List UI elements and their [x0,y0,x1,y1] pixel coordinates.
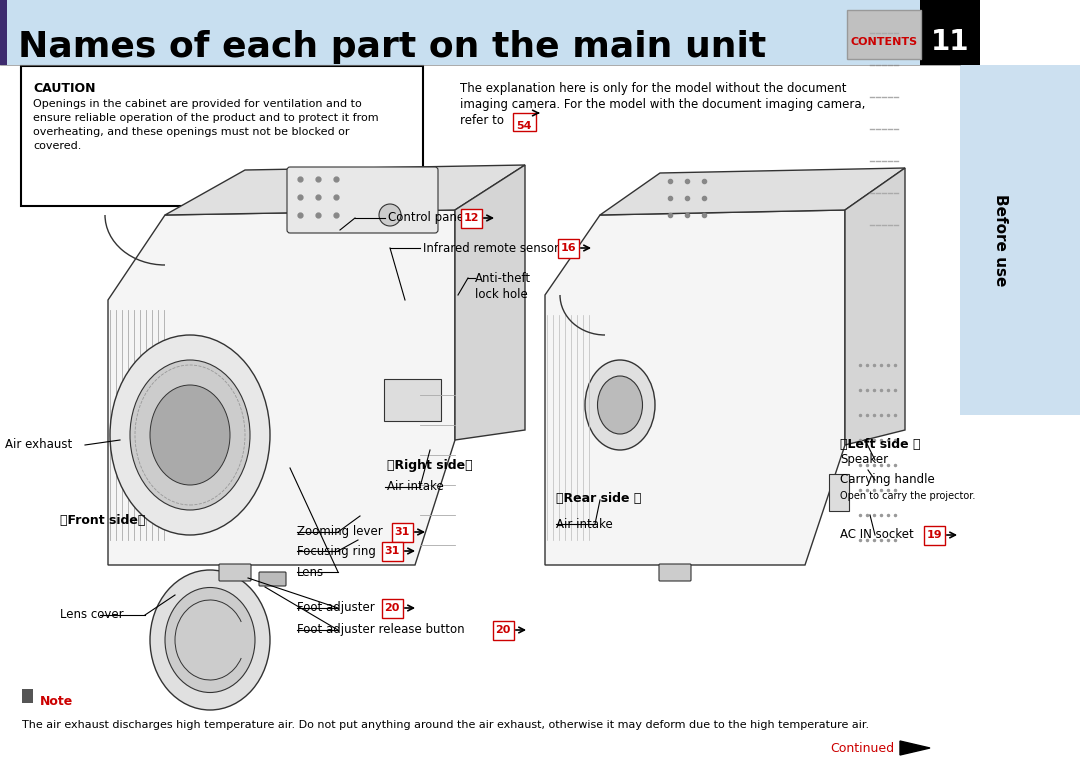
Text: 「Left side 」: 「Left side 」 [840,439,920,452]
Text: 11: 11 [931,28,969,56]
FancyBboxPatch shape [923,526,945,545]
Polygon shape [900,741,930,755]
Text: lock hole: lock hole [475,287,528,300]
Text: Names of each part on the main unit: Names of each part on the main unit [18,30,766,64]
FancyBboxPatch shape [513,112,536,131]
FancyBboxPatch shape [381,598,403,617]
Text: imaging camera. For the model with the document imaging camera,: imaging camera. For the model with the d… [460,98,865,111]
Text: Open to carry the projector.: Open to carry the projector. [840,491,975,501]
Text: Note: Note [40,695,73,708]
Polygon shape [845,168,905,445]
FancyBboxPatch shape [287,167,438,233]
Text: 「Front side」: 「Front side」 [60,513,146,526]
FancyBboxPatch shape [381,542,403,561]
FancyBboxPatch shape [659,564,691,581]
Ellipse shape [597,376,643,434]
Text: 31: 31 [384,546,400,556]
Text: 20: 20 [496,625,511,635]
Polygon shape [165,165,525,215]
FancyBboxPatch shape [384,379,441,421]
Text: Openings in the cabinet are provided for ventilation and to
ensure reliable oper: Openings in the cabinet are provided for… [33,99,379,151]
Text: Foot adjuster: Foot adjuster [297,601,375,614]
Ellipse shape [150,570,270,710]
Text: Foot adjuster release button: Foot adjuster release button [297,623,464,636]
FancyBboxPatch shape [21,66,423,206]
Bar [0,0,960,764]
Text: CAUTION: CAUTION [33,82,95,95]
Text: 54: 54 [516,121,531,131]
Polygon shape [108,210,455,565]
Text: 20: 20 [384,603,400,613]
Text: Speaker: Speaker [840,454,888,467]
Text: Infrared remote sensor: Infrared remote sensor [423,241,559,254]
Ellipse shape [150,385,230,485]
Text: Air exhaust: Air exhaust [5,439,72,452]
Text: Control panel: Control panel [388,212,468,225]
Text: Before use: Before use [993,194,1008,286]
Polygon shape [545,210,845,565]
Text: Air intake: Air intake [387,481,444,494]
FancyBboxPatch shape [829,474,849,511]
Text: Zooming lever: Zooming lever [297,526,382,539]
Ellipse shape [110,335,270,535]
FancyBboxPatch shape [219,564,251,581]
Bar [0,0,6,65]
Text: Carrying handle: Carrying handle [840,474,935,487]
Text: 「Right side」: 「Right side」 [387,458,473,471]
Text: CONTENTS: CONTENTS [850,37,918,47]
Polygon shape [455,165,525,440]
Text: Lens cover: Lens cover [60,608,123,621]
FancyBboxPatch shape [557,238,579,257]
FancyBboxPatch shape [259,572,286,586]
FancyBboxPatch shape [492,620,513,639]
Bar [920,0,980,65]
Text: Continued: Continued [831,742,894,755]
Bar [960,65,1080,415]
Text: 19: 19 [927,530,942,540]
Text: AC IN socket: AC IN socket [840,529,914,542]
Text: The explanation here is only for the model without the document: The explanation here is only for the mod… [460,82,847,95]
Text: refer to: refer to [460,114,508,127]
Text: 12: 12 [463,213,478,223]
Text: 31: 31 [394,527,409,537]
Text: Air intake: Air intake [556,517,612,530]
Polygon shape [600,168,905,215]
Ellipse shape [379,204,401,226]
FancyBboxPatch shape [391,523,413,542]
FancyBboxPatch shape [460,209,482,228]
Ellipse shape [585,360,654,450]
Text: Anti-theft: Anti-theft [475,271,531,284]
Ellipse shape [165,588,255,692]
Bar [0,0,960,65]
Ellipse shape [130,360,249,510]
Text: 「Rear side 」: 「Rear side 」 [556,491,642,504]
Text: Focusing ring: Focusing ring [297,545,376,558]
Text: 16: 16 [561,243,576,253]
Text: The air exhaust discharges high temperature air. Do not put anything around the : The air exhaust discharges high temperat… [22,720,869,730]
FancyBboxPatch shape [847,10,921,59]
Bar [22,689,33,703]
Text: Lens: Lens [297,565,324,578]
